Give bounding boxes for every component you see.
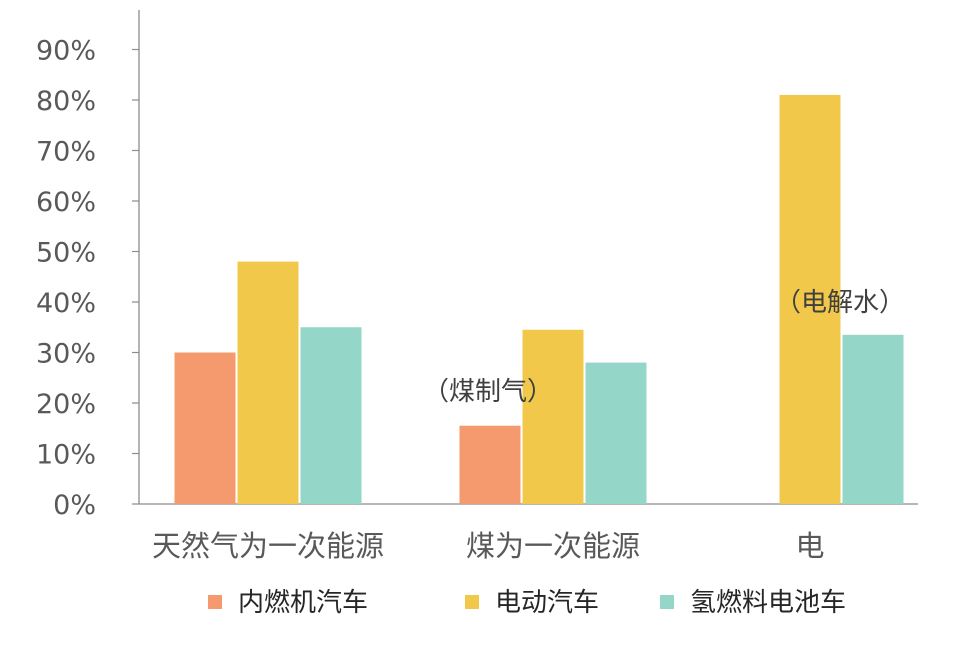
- bar: [459, 425, 521, 504]
- legend-swatch: [465, 595, 479, 609]
- bar: [300, 327, 362, 504]
- y-tick-label: 30%: [36, 339, 96, 370]
- y-tick-label: 80%: [36, 86, 96, 117]
- x-category-label: 天然气为一次能源: [152, 529, 384, 563]
- y-tick-label: 40%: [36, 288, 96, 319]
- bar: [237, 261, 299, 504]
- y-tick-label: 70%: [36, 137, 96, 168]
- legend-label: 氢燃料电池车: [690, 588, 846, 618]
- legend-label: 电动汽车: [495, 588, 599, 618]
- y-tick-label: 10%: [36, 440, 96, 471]
- y-tick-label: 0%: [53, 490, 96, 521]
- annotation-label: （煤制气）: [423, 377, 553, 407]
- bars: [174, 94, 904, 504]
- y-tick-labels: 0% 10% 20% 30% 40% 50% 60% 70% 80% 90%: [36, 36, 139, 521]
- legend-swatch: [208, 595, 222, 609]
- category-labels: 天然气为一次能源 煤为一次能源 电: [152, 529, 825, 563]
- legend-label: 内燃机汽车: [238, 588, 368, 618]
- bar: [842, 334, 904, 504]
- annotations: （煤制气） （电解水）: [423, 288, 905, 407]
- bar: [522, 329, 584, 504]
- legend-swatch: [660, 595, 674, 609]
- y-tick-label: 50%: [36, 238, 96, 269]
- y-tick-label: 90%: [36, 36, 96, 67]
- bar: [779, 94, 841, 504]
- x-category-label: 电: [795, 529, 824, 563]
- bar: [174, 352, 236, 504]
- y-tick-label: 60%: [36, 187, 96, 218]
- annotation-label: （电解水）: [775, 288, 905, 318]
- y-tick-label: 20%: [36, 389, 96, 420]
- x-category-label: 煤为一次能源: [466, 529, 640, 563]
- bar: [585, 362, 647, 504]
- legend: 内燃机汽车 电动汽车 氢燃料电池车: [208, 588, 846, 618]
